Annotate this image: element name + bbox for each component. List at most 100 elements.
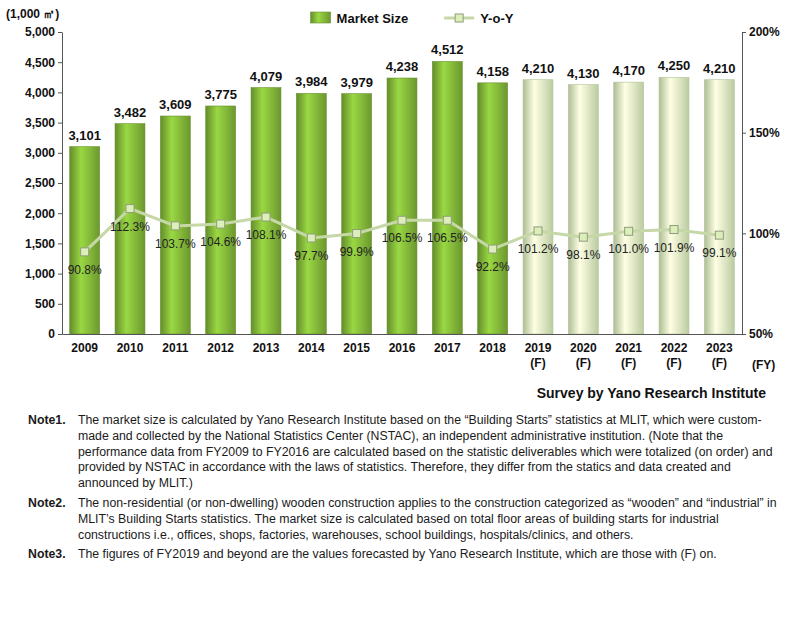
bar-label: 4,512 (431, 42, 464, 57)
y-tick-label: 1,500 (25, 237, 55, 251)
line-label: 98.1% (566, 248, 600, 262)
bar-label: 3,979 (340, 75, 373, 90)
x-tick-label-line: (F) (712, 356, 727, 370)
y-tick: 3,000 (25, 146, 62, 160)
x-tick-label: 2022(F) (661, 341, 688, 370)
legend-label: Market Size (337, 11, 409, 26)
bar (432, 61, 462, 334)
x-tick-label: 2012 (207, 341, 234, 355)
x-tick-label-line: 2020 (570, 341, 597, 355)
bar (296, 93, 326, 334)
legend-item: Y-o-Y (444, 11, 514, 26)
bar (704, 80, 734, 334)
bar (568, 85, 598, 334)
bar-label: 4,238 (386, 59, 419, 74)
y2-tick: 100% (742, 227, 780, 241)
y-tick-mark (58, 32, 62, 33)
x-tick-label: 2017 (434, 341, 461, 355)
x-tick: 2022(F) (661, 341, 688, 370)
y-tick: 500 (35, 297, 62, 311)
x-tick-label: 2023(F) (706, 341, 733, 370)
y-tick-mark (58, 213, 62, 214)
x-tick: 2020(F) (570, 341, 597, 370)
line-label: 101.9% (654, 241, 695, 255)
y-tick-mark (58, 62, 62, 63)
x-tick: 2015 (343, 341, 370, 355)
legend: Market Size Y-o-Y (311, 11, 514, 26)
x-tick: 2018 (479, 341, 506, 355)
line-marker (715, 231, 723, 239)
line-label: 99.9% (340, 245, 374, 259)
line-label: 101.0% (608, 242, 649, 256)
y2-tick-label: 150% (749, 126, 780, 140)
x-tick-label-line: (F) (666, 356, 681, 370)
x-tick-label-line: 2014 (298, 341, 325, 355)
x-tick: 2016 (389, 341, 416, 355)
y-tick-label: 5,000 (25, 25, 55, 39)
line-label: 112.3% (110, 220, 150, 234)
page: {"chart_data": { "type": "bar", "y_label… (0, 0, 793, 623)
x-axis: 2009 2010 2011 2012 2013 2014 2015 2016 2017 2018… (63, 335, 743, 370)
x-tick-label-line: 2011 (162, 341, 188, 355)
note: Note3.The figures of FY2019 and beyond a… (28, 547, 786, 563)
y-tick-mark (58, 123, 62, 124)
x-tick: 2017 (434, 341, 461, 355)
bar (206, 106, 236, 334)
y2-tick: 50% (742, 327, 773, 341)
x-tick-label: 2020(F) (570, 341, 597, 370)
bar-label: 3,775 (204, 87, 237, 102)
bar-label: 4,158 (476, 64, 509, 79)
y2-tick-mark (742, 32, 746, 33)
y-tick-mark (58, 243, 62, 244)
line-marker (353, 230, 361, 238)
bar-label: 3,984 (295, 74, 328, 89)
y-tick-label: 2,500 (25, 176, 55, 190)
x-tick-label-line: 2013 (253, 341, 280, 355)
y-tick-label: 0 (48, 327, 55, 341)
line-marker (171, 222, 179, 230)
y-axis-title: (1,000 ㎡) (6, 7, 59, 21)
x-tick-label: 2016 (389, 341, 416, 355)
line-label: 104.6% (200, 235, 241, 249)
line-marker (307, 234, 315, 242)
x-tick-label-line: 2010 (117, 341, 144, 355)
y-tick-label: 500 (35, 297, 55, 311)
x-tick: 2023(F) (706, 341, 733, 370)
line-marker (579, 233, 587, 241)
x-tick-label-line: (F) (530, 356, 545, 370)
x-tick-label: 2019(F) (525, 341, 552, 370)
bar (342, 94, 372, 334)
note-label: Note1. (28, 413, 78, 492)
line-marker (534, 227, 542, 235)
x-tick-label-line: (F) (621, 356, 636, 370)
x-tick: 2019(F) (525, 341, 552, 370)
x-tick-label: 2015 (343, 341, 370, 355)
x-tick-label: 2021(F) (615, 341, 642, 370)
note-label: Note3. (28, 547, 78, 563)
legend-item: Market Size (311, 11, 409, 26)
x-tick: 2011 (162, 341, 188, 355)
bar-label: 4,079 (250, 69, 283, 84)
y-tick-mark (58, 183, 62, 184)
x-tick: 2012 (207, 341, 234, 355)
bar (659, 77, 689, 334)
y-tick: 4,000 (25, 86, 62, 100)
y2-tick: 150% (742, 126, 780, 140)
bar-label: 4,130 (567, 66, 600, 81)
y-tick-label: 2,000 (25, 207, 55, 221)
x-axis-title: (FY) (752, 358, 775, 372)
note-text: The non-residential (or non-dwelling) wo… (78, 496, 786, 543)
y-tick-label: 1,000 (25, 267, 55, 281)
bar-label: 4,250 (658, 58, 691, 73)
x-tick-label-line: 2017 (434, 341, 461, 355)
note: Note2.The non-residential (or non-dwelli… (28, 496, 786, 543)
bar-label: 3,101 (68, 128, 101, 143)
line-label: 103.7% (155, 237, 196, 251)
y2-tick-label: 100% (749, 227, 780, 241)
y-tick-label: 3,500 (25, 116, 55, 130)
x-tick: 2014 (298, 341, 325, 355)
x-tick-label: 2009 (71, 341, 98, 355)
x-tick-label-line: 2015 (343, 341, 370, 355)
x-tick-label: 2014 (298, 341, 325, 355)
notes: Note1.The market size is calculated by Y… (28, 413, 786, 567)
